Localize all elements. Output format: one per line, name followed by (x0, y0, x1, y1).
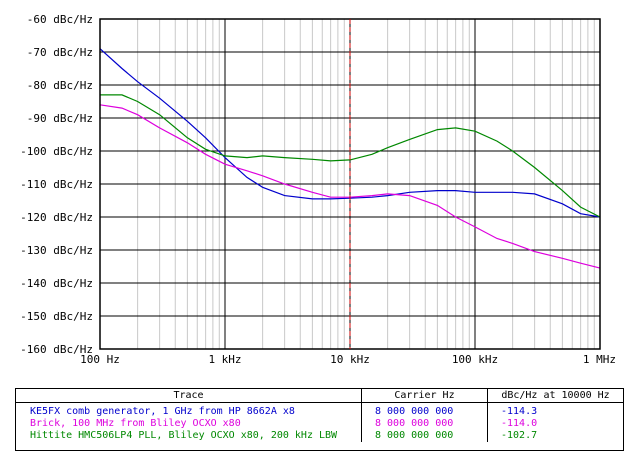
x-tick-label: 100 Hz (80, 353, 120, 365)
legend-value: -114.3 (501, 406, 538, 417)
legend-row: Hittite HMC506LP4 PLL, Bliley OCXO x80, … (16, 430, 623, 442)
y-tick-label: -120 dBc/Hz (20, 211, 93, 224)
legend-value: -102.7 (501, 430, 538, 441)
legend-table: Trace Carrier Hz dBc/Hz at 10000 Hz KE5F… (15, 388, 624, 451)
legend-row: KE5FX comb generator, 1 GHz from HP 8662… (16, 402, 623, 418)
x-tick-label: 1 kHz (208, 353, 241, 365)
legend-value: -114.0 (501, 418, 538, 429)
y-tick-label: -100 dBc/Hz (20, 145, 93, 158)
legend-trace-name: KE5FX comb generator, 1 GHz from HP 8662… (16, 402, 362, 418)
y-tick-label: -110 dBc/Hz (20, 178, 93, 191)
y-tick-label: -140 dBc/Hz (20, 277, 93, 290)
legend-row: Brick, 100 MHz from Bliley OCXO x80 8 00… (16, 418, 623, 430)
y-tick-label: -60 dBc/Hz (27, 13, 93, 26)
y-tick-label: -90 dBc/Hz (27, 112, 93, 125)
legend-carrier: 8 000 000 000 (361, 430, 488, 442)
y-tick-label: -80 dBc/Hz (27, 79, 93, 92)
x-tick-label: 10 kHz (330, 353, 370, 365)
y-tick-label: -70 dBc/Hz (27, 46, 93, 59)
x-tick-label: 100 kHz (452, 353, 498, 365)
legend-header-value: dBc/Hz at 10000 Hz (487, 389, 623, 403)
legend-trace-name: Brick, 100 MHz from Bliley OCXO x80 (16, 418, 362, 430)
legend-carrier: 8 000 000 000 (361, 418, 488, 430)
legend-trace-name: Hittite HMC506LP4 PLL, Bliley OCXO x80, … (16, 430, 362, 442)
y-tick-label: -150 dBc/Hz (20, 310, 93, 323)
phase-noise-chart: -60 dBc/Hz -70 dBc/Hz -80 dBc/Hz -90 dBc/Hz… (20, 13, 616, 365)
y-tick-label: -160 dBc/Hz (20, 343, 93, 356)
legend-header-trace: Trace (16, 389, 362, 403)
y-axis-labels: -60 dBc/Hz -70 dBc/Hz -80 dBc/Hz -90 dBc/Hz… (20, 13, 93, 356)
y-tick-label: -130 dBc/Hz (20, 244, 93, 257)
x-tick-label: 1 MHz (583, 353, 616, 365)
x-axis-labels: 100 Hz 1 kHz 10 kHz 100 kHz 1 MHz (80, 353, 616, 365)
legend-carrier: 8 000 000 000 (361, 402, 488, 418)
legend-header-carrier: Carrier Hz (361, 389, 488, 403)
